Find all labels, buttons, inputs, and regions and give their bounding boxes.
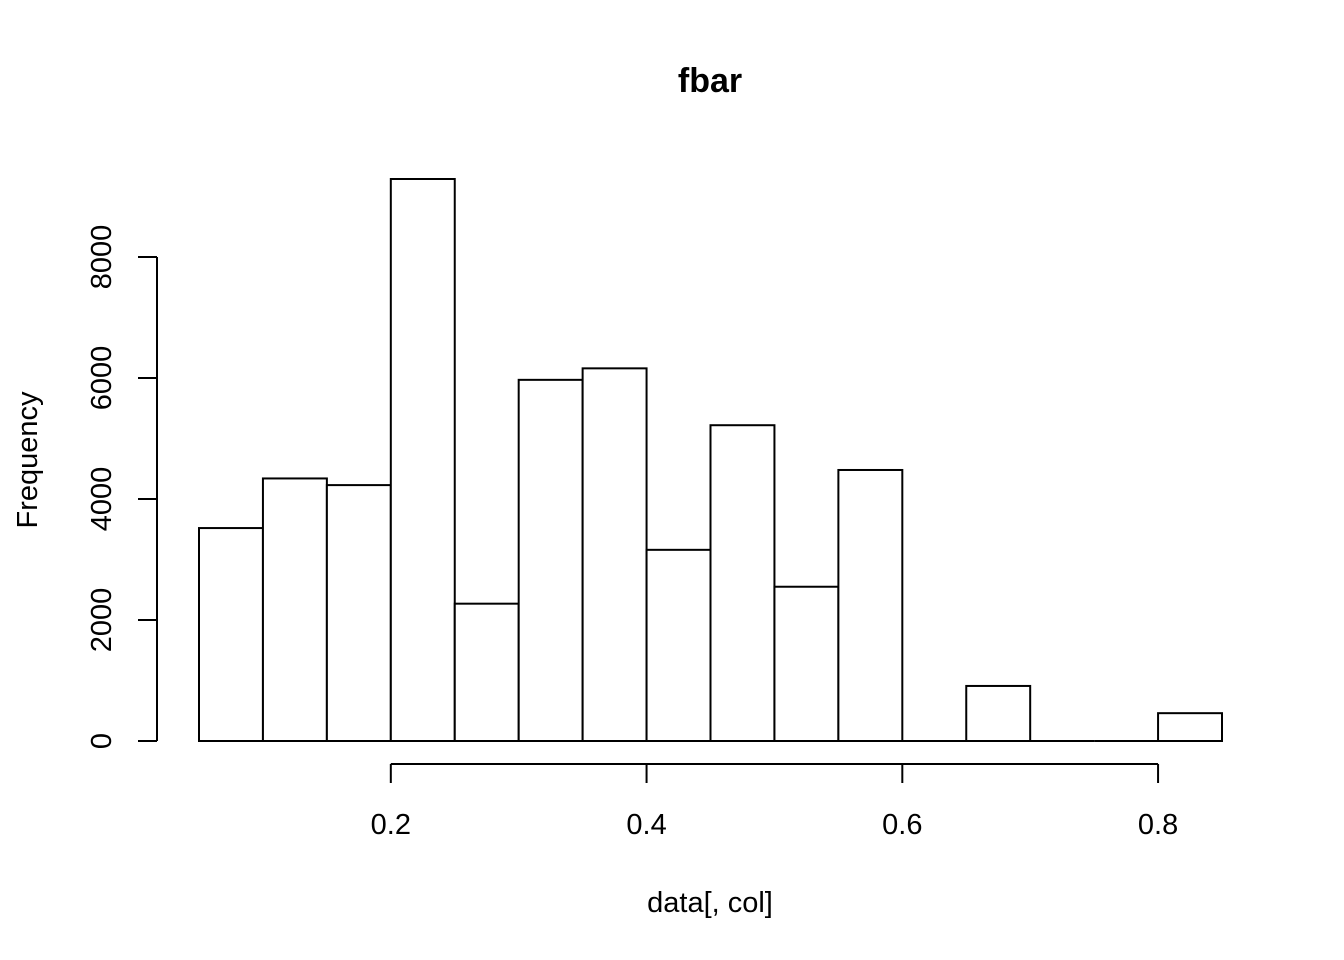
- bars-group: [198, 178, 1223, 743]
- x-axis-label: data[, col]: [647, 887, 773, 919]
- y-tick-label: 0: [86, 733, 118, 749]
- histogram-bar: [198, 527, 264, 743]
- x-axis: 0.2 0.4 0.6 0.8: [371, 763, 1178, 841]
- x-tick-label: 0.6: [882, 809, 922, 841]
- y-tick-label: 8000: [86, 225, 118, 290]
- y-axis: 0 2000 4000 6000 8000: [86, 225, 158, 749]
- x-tick-label: 0.2: [371, 809, 411, 841]
- y-tick-label: 6000: [86, 346, 118, 411]
- chart-title: fbar: [678, 62, 742, 100]
- histogram-bar: [325, 484, 392, 743]
- x-tick-label: 0.8: [1138, 809, 1178, 841]
- histogram-bar: [645, 548, 712, 743]
- histogram-bar: [837, 468, 904, 742]
- histogram-bar: [773, 585, 840, 743]
- histogram-bar: [965, 684, 1032, 742]
- y-tick-label: 2000: [86, 588, 118, 653]
- histogram-bar: [261, 477, 328, 742]
- y-axis-label: Frequency: [12, 391, 44, 529]
- histogram-bar: [581, 367, 648, 742]
- histogram-bar: [517, 378, 584, 742]
- histogram-bar: [453, 602, 520, 743]
- histogram-bar: [389, 178, 456, 742]
- x-tick-label: 0.4: [626, 809, 666, 841]
- histogram-bar: [1157, 712, 1223, 743]
- y-tick-label: 4000: [86, 467, 118, 532]
- histogram-bar: [709, 424, 776, 742]
